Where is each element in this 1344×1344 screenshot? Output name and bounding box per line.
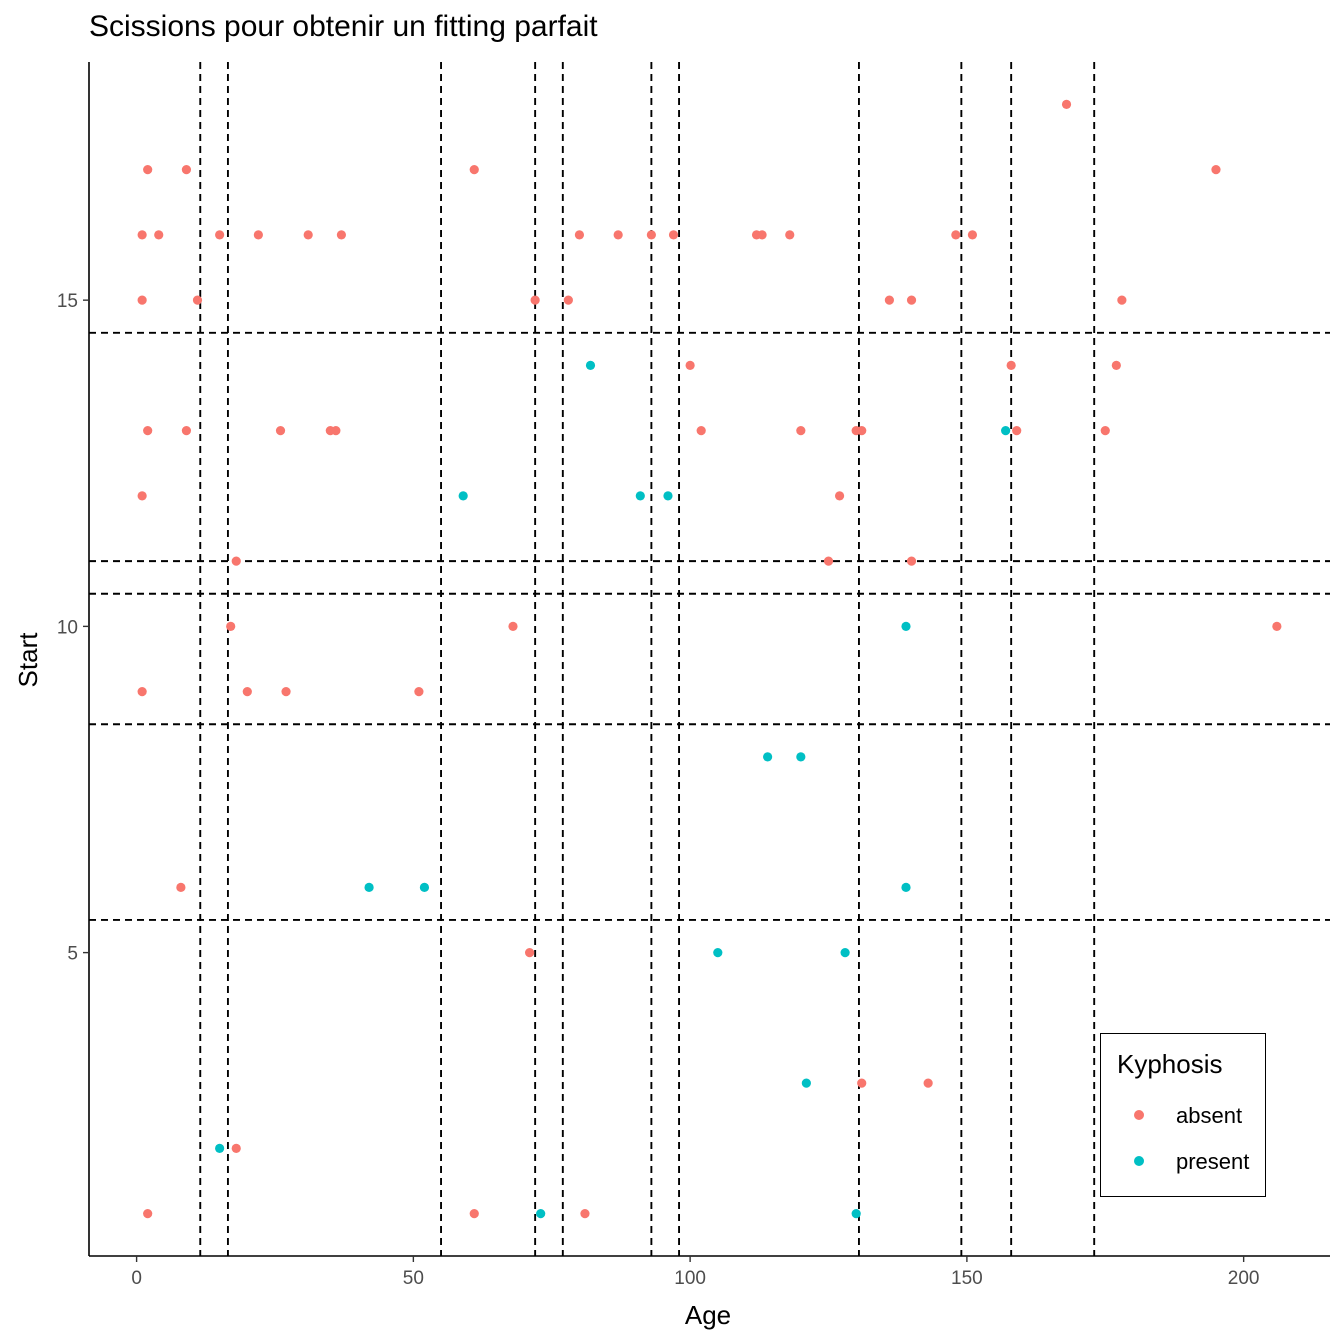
point-absent-51 bbox=[281, 687, 291, 697]
point-absent-10 bbox=[336, 230, 347, 240]
point-present-1 bbox=[1001, 426, 1011, 436]
point-absent-57 bbox=[231, 1143, 241, 1153]
point-absent-38 bbox=[857, 426, 867, 436]
legend-item-absent: absent bbox=[1101, 1096, 1267, 1136]
legend: Kyphosis absent present bbox=[1100, 1033, 1266, 1197]
point-present-5 bbox=[901, 621, 911, 631]
point-absent-11 bbox=[574, 230, 585, 240]
point-absent-21 bbox=[192, 295, 203, 305]
legend-label-present: present bbox=[1176, 1149, 1250, 1174]
point-absent-5 bbox=[137, 230, 147, 240]
point-present-12 bbox=[840, 948, 850, 958]
point-absent-52 bbox=[414, 687, 424, 697]
point-absent-2 bbox=[469, 165, 479, 175]
point-absent-4 bbox=[1061, 99, 1072, 110]
point-absent-3 bbox=[1211, 165, 1221, 175]
point-absent-35 bbox=[696, 426, 706, 436]
y-tick-label-0: 5 bbox=[67, 944, 78, 965]
point-absent-1 bbox=[181, 165, 192, 175]
point-absent-19 bbox=[967, 230, 978, 240]
ticks: 0 50 100 150 200 5 10 15 bbox=[57, 291, 1260, 1289]
point-present-8 bbox=[364, 882, 374, 892]
point-absent-32 bbox=[275, 426, 286, 436]
point-absent-0 bbox=[143, 165, 153, 175]
axes bbox=[88, 62, 1330, 1257]
point-present-6 bbox=[763, 752, 773, 762]
point-absent-47 bbox=[508, 621, 518, 631]
x-tick-label-0: 0 bbox=[131, 1268, 142, 1289]
y-tick-label-2: 15 bbox=[57, 291, 78, 312]
legend-key-present bbox=[1134, 1156, 1144, 1166]
point-absent-34 bbox=[331, 426, 341, 436]
point-absent-13 bbox=[646, 230, 656, 240]
legend-item-present: present bbox=[1101, 1142, 1267, 1182]
point-absent-58 bbox=[143, 1208, 153, 1219]
point-present-16 bbox=[851, 1208, 861, 1219]
point-absent-30 bbox=[143, 426, 153, 436]
point-absent-12 bbox=[613, 230, 623, 240]
point-present-3 bbox=[635, 491, 645, 501]
y-axis-title: Start bbox=[13, 632, 43, 688]
point-absent-29 bbox=[1111, 360, 1121, 370]
point-absent-49 bbox=[137, 687, 147, 697]
point-absent-36 bbox=[796, 426, 806, 436]
x-tick-label-1: 50 bbox=[403, 1268, 424, 1289]
data-points bbox=[137, 99, 1282, 1219]
legend-key-absent bbox=[1134, 1110, 1144, 1120]
point-absent-16 bbox=[757, 230, 767, 240]
point-absent-43 bbox=[231, 556, 241, 566]
point-present-9 bbox=[419, 882, 430, 892]
point-present-0 bbox=[585, 360, 596, 370]
point-present-15 bbox=[536, 1208, 546, 1219]
point-absent-23 bbox=[563, 295, 573, 305]
x-axis-title: Age bbox=[685, 1300, 731, 1330]
point-absent-48 bbox=[1272, 621, 1282, 631]
x-tick-label-4: 200 bbox=[1228, 1268, 1260, 1289]
legend-title: Kyphosis bbox=[1117, 1049, 1223, 1079]
point-absent-39 bbox=[1012, 426, 1022, 436]
point-absent-40 bbox=[1100, 426, 1110, 436]
point-absent-44 bbox=[823, 556, 834, 566]
point-absent-56 bbox=[923, 1078, 933, 1088]
point-absent-59 bbox=[469, 1208, 479, 1219]
point-present-4 bbox=[663, 491, 673, 501]
point-absent-54 bbox=[525, 948, 535, 958]
point-present-11 bbox=[713, 948, 723, 958]
point-absent-14 bbox=[668, 230, 679, 240]
point-absent-45 bbox=[906, 556, 917, 566]
point-absent-6 bbox=[154, 230, 164, 240]
point-absent-41 bbox=[137, 491, 147, 501]
point-absent-53 bbox=[176, 882, 186, 892]
x-tick-label-2: 100 bbox=[674, 1268, 706, 1289]
point-absent-60 bbox=[580, 1208, 590, 1219]
chart-title: Scissions pour obtenir un fitting parfai… bbox=[89, 10, 598, 43]
point-present-7 bbox=[796, 752, 806, 762]
point-present-10 bbox=[901, 882, 911, 892]
point-absent-50 bbox=[242, 687, 252, 697]
point-absent-24 bbox=[884, 295, 894, 305]
point-absent-9 bbox=[303, 230, 313, 240]
point-present-2 bbox=[458, 491, 468, 501]
point-absent-8 bbox=[253, 230, 263, 240]
point-absent-17 bbox=[785, 230, 795, 240]
x-tick-label-3: 150 bbox=[951, 1268, 983, 1289]
legend-label-absent: absent bbox=[1176, 1103, 1243, 1128]
point-absent-55 bbox=[857, 1078, 867, 1088]
point-absent-25 bbox=[906, 295, 917, 305]
point-absent-31 bbox=[181, 426, 192, 436]
point-absent-7 bbox=[215, 230, 225, 240]
point-present-14 bbox=[215, 1143, 225, 1153]
point-absent-22 bbox=[530, 295, 540, 305]
point-absent-42 bbox=[834, 491, 845, 501]
point-absent-27 bbox=[685, 360, 695, 370]
point-absent-20 bbox=[137, 295, 147, 305]
split-lines bbox=[89, 62, 1330, 1256]
point-present-13 bbox=[801, 1078, 811, 1088]
point-absent-18 bbox=[951, 230, 961, 240]
point-absent-46 bbox=[226, 621, 236, 631]
point-absent-26 bbox=[1117, 295, 1127, 305]
y-tick-label-1: 10 bbox=[57, 617, 78, 638]
point-absent-28 bbox=[1006, 360, 1016, 370]
